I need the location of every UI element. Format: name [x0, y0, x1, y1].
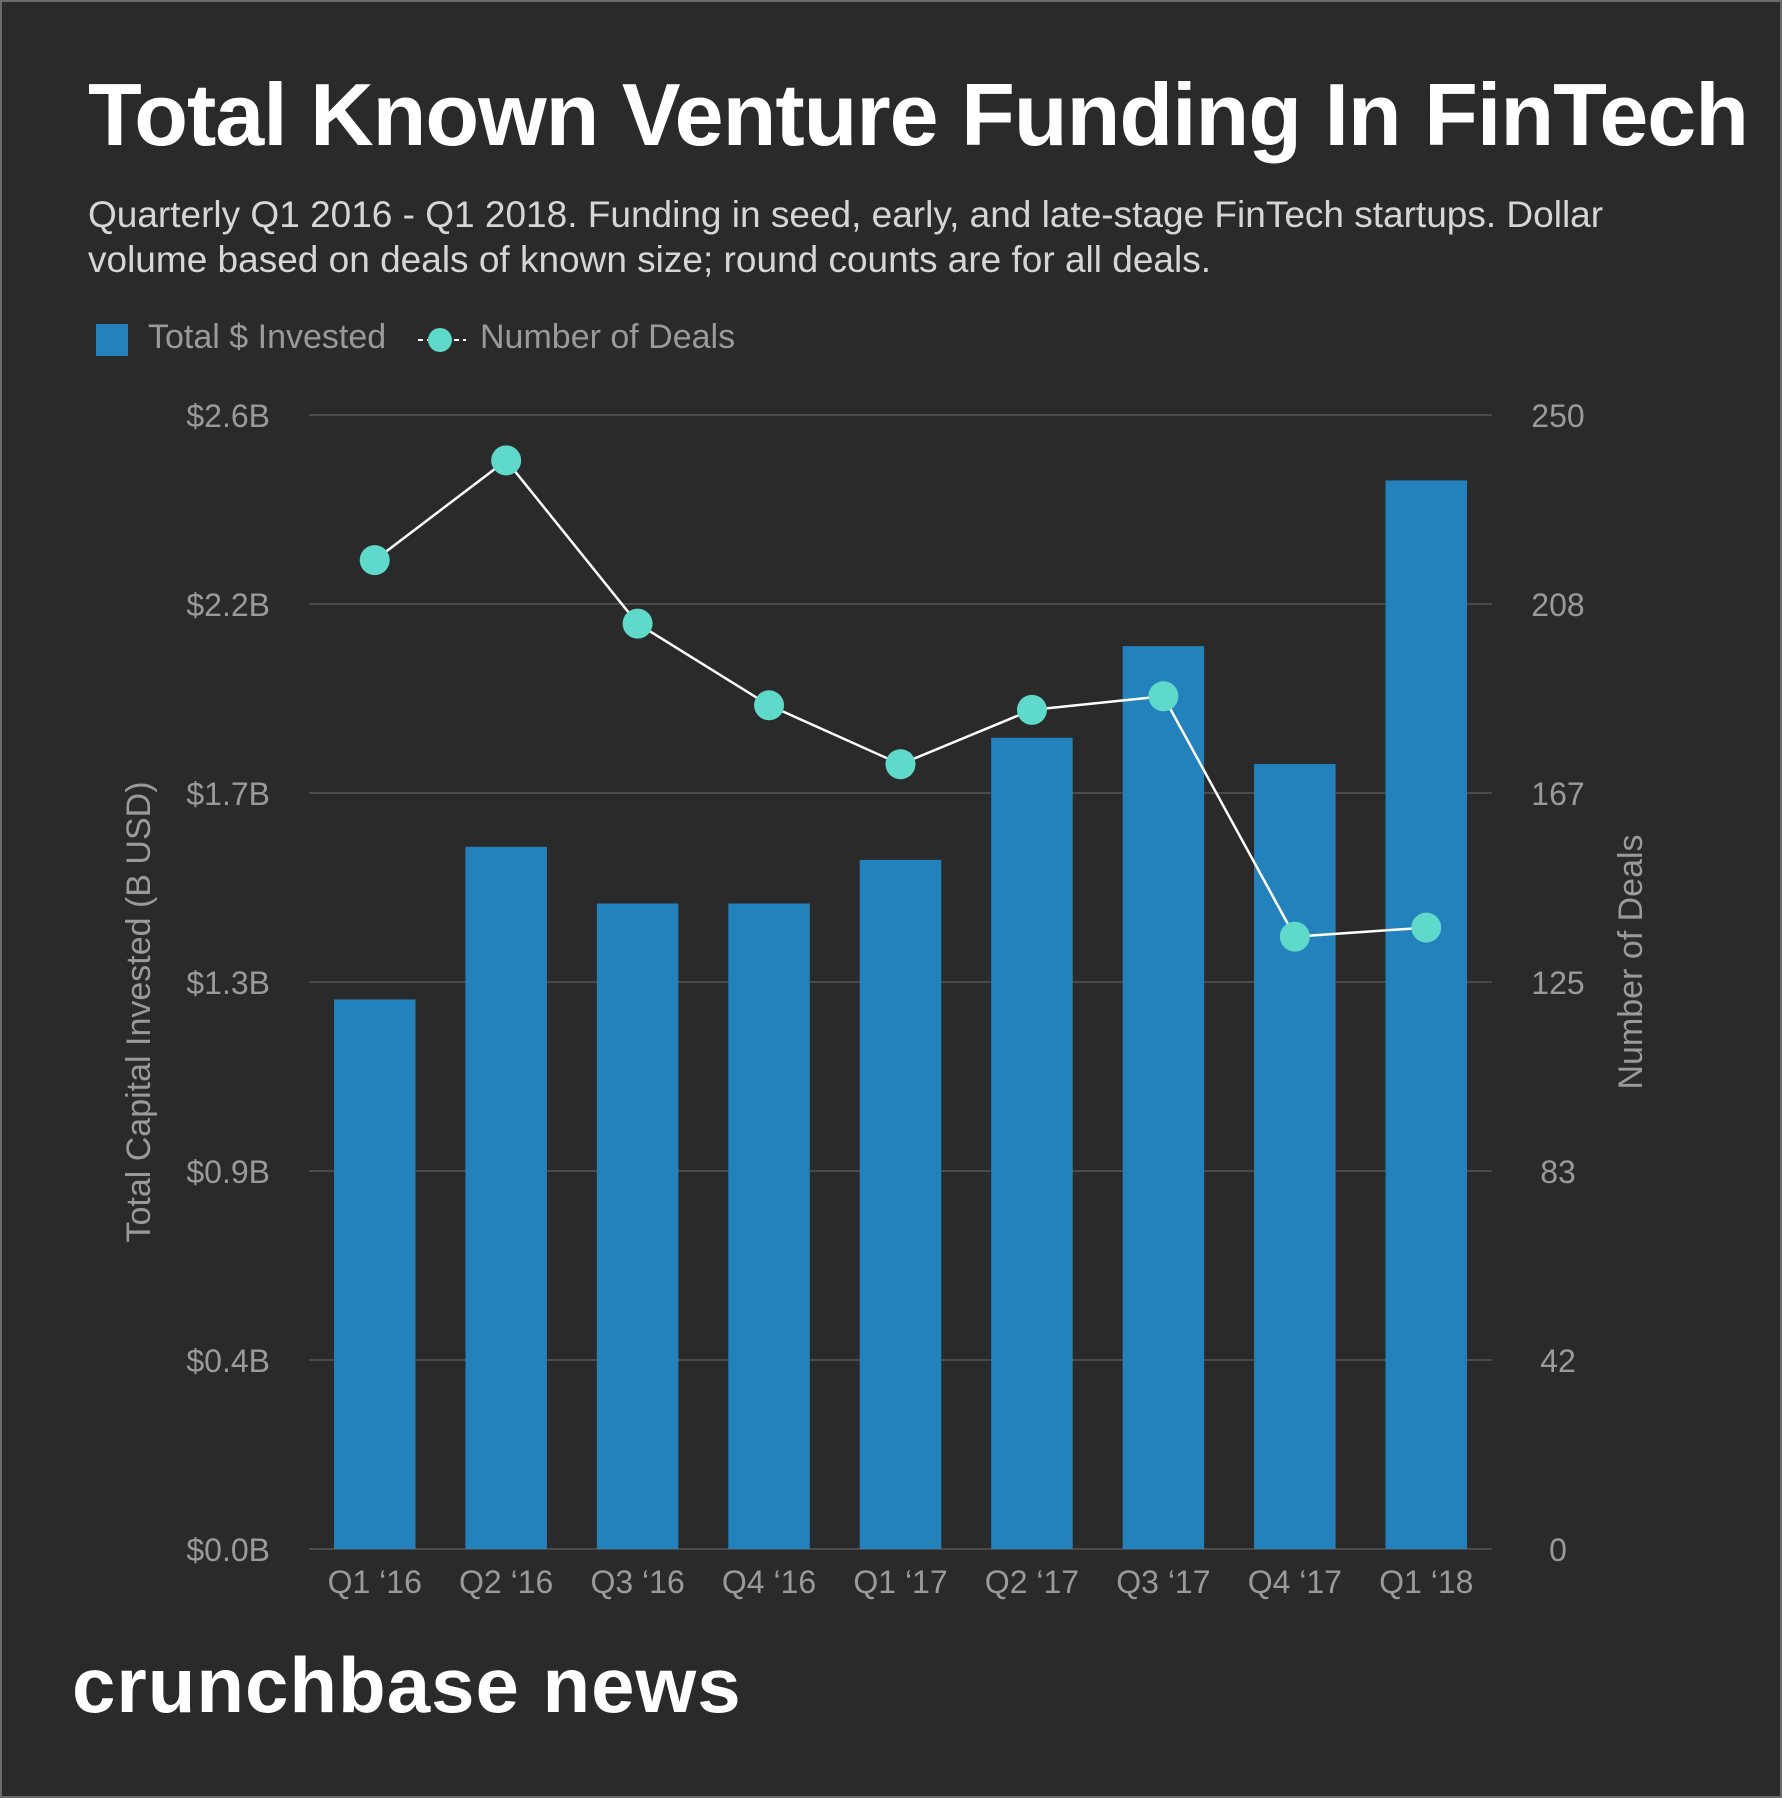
y-right-tick-label: 208 — [1531, 587, 1584, 623]
x-tick-label: Q4 ‘16 — [722, 1564, 816, 1600]
brand-logo: crunchbase news — [72, 1641, 742, 1729]
legend-bar-swatch — [96, 324, 128, 356]
y-right-tick-label: 250 — [1531, 398, 1584, 434]
y-right-axis-label: Number of Deals — [1612, 834, 1650, 1089]
y-left-tick-label: $2.6B — [186, 398, 270, 434]
y-left-tick-label: $0.4B — [186, 1343, 270, 1379]
x-tick-label: Q2 ‘17 — [985, 1564, 1079, 1600]
deals-point — [754, 690, 785, 721]
y-left-tick-label: $0.9B — [186, 1154, 270, 1190]
y-right-tick-label: 0 — [1549, 1532, 1567, 1568]
y-left-tick-label: $1.7B — [186, 776, 270, 812]
deals-point — [1016, 694, 1047, 725]
bar — [1385, 480, 1468, 1549]
x-tick-label: Q4 ‘17 — [1248, 1564, 1342, 1600]
y-left-axis-label: Total Capital Invested (B USD) — [120, 781, 158, 1242]
x-tick-label: Q2 ‘16 — [459, 1564, 553, 1600]
x-tick-label: Q1 ‘17 — [853, 1564, 947, 1600]
deals-point — [885, 749, 916, 780]
x-tick-label: Q1 ‘16 — [328, 1564, 422, 1600]
bar — [596, 903, 679, 1549]
deals-point — [622, 608, 653, 639]
y-left-tick-label: $0.0B — [186, 1532, 270, 1568]
x-tick-label: Q1 ‘18 — [1379, 1564, 1473, 1600]
chart-title: Total Known Venture Funding In FinTech — [88, 65, 1749, 164]
deals-point — [1148, 681, 1179, 712]
bar — [465, 846, 547, 1549]
y-left-tick-label: $2.2B — [186, 587, 270, 623]
combo-chart: $0.0B 0 $0.4B 42 $0.9B 83 $1.3B 125 $1.7B 167 $2.2… — [120, 398, 1650, 1600]
deals-point — [1411, 912, 1442, 943]
legend-label-deals: Number of Deals — [480, 318, 736, 356]
x-tick-label: Q3 ‘17 — [1116, 1564, 1210, 1600]
legend-label-invested: Total $ Invested — [148, 318, 387, 356]
y-right-tick-label: 167 — [1531, 776, 1584, 812]
deals-point — [359, 545, 390, 576]
x-tick-label: Q3 ‘16 — [590, 1564, 684, 1600]
bar — [728, 903, 810, 1549]
deals-point — [491, 445, 522, 476]
bar — [333, 999, 416, 1549]
bar — [1254, 763, 1336, 1549]
bar — [991, 737, 1073, 1549]
deals-point — [1279, 921, 1310, 952]
y-right-tick-label: 42 — [1540, 1343, 1576, 1379]
y-right-tick-label: 83 — [1540, 1154, 1576, 1190]
y-right-tick-label: 125 — [1531, 965, 1584, 1001]
bar — [1122, 646, 1205, 1549]
legend-line-marker-icon — [418, 328, 466, 352]
chart-subtitle: Quarterly Q1 2016 - Q1 2018. Funding in … — [88, 194, 1604, 280]
bar — [859, 859, 942, 1549]
y-left-tick-label: $1.3B — [186, 965, 270, 1001]
